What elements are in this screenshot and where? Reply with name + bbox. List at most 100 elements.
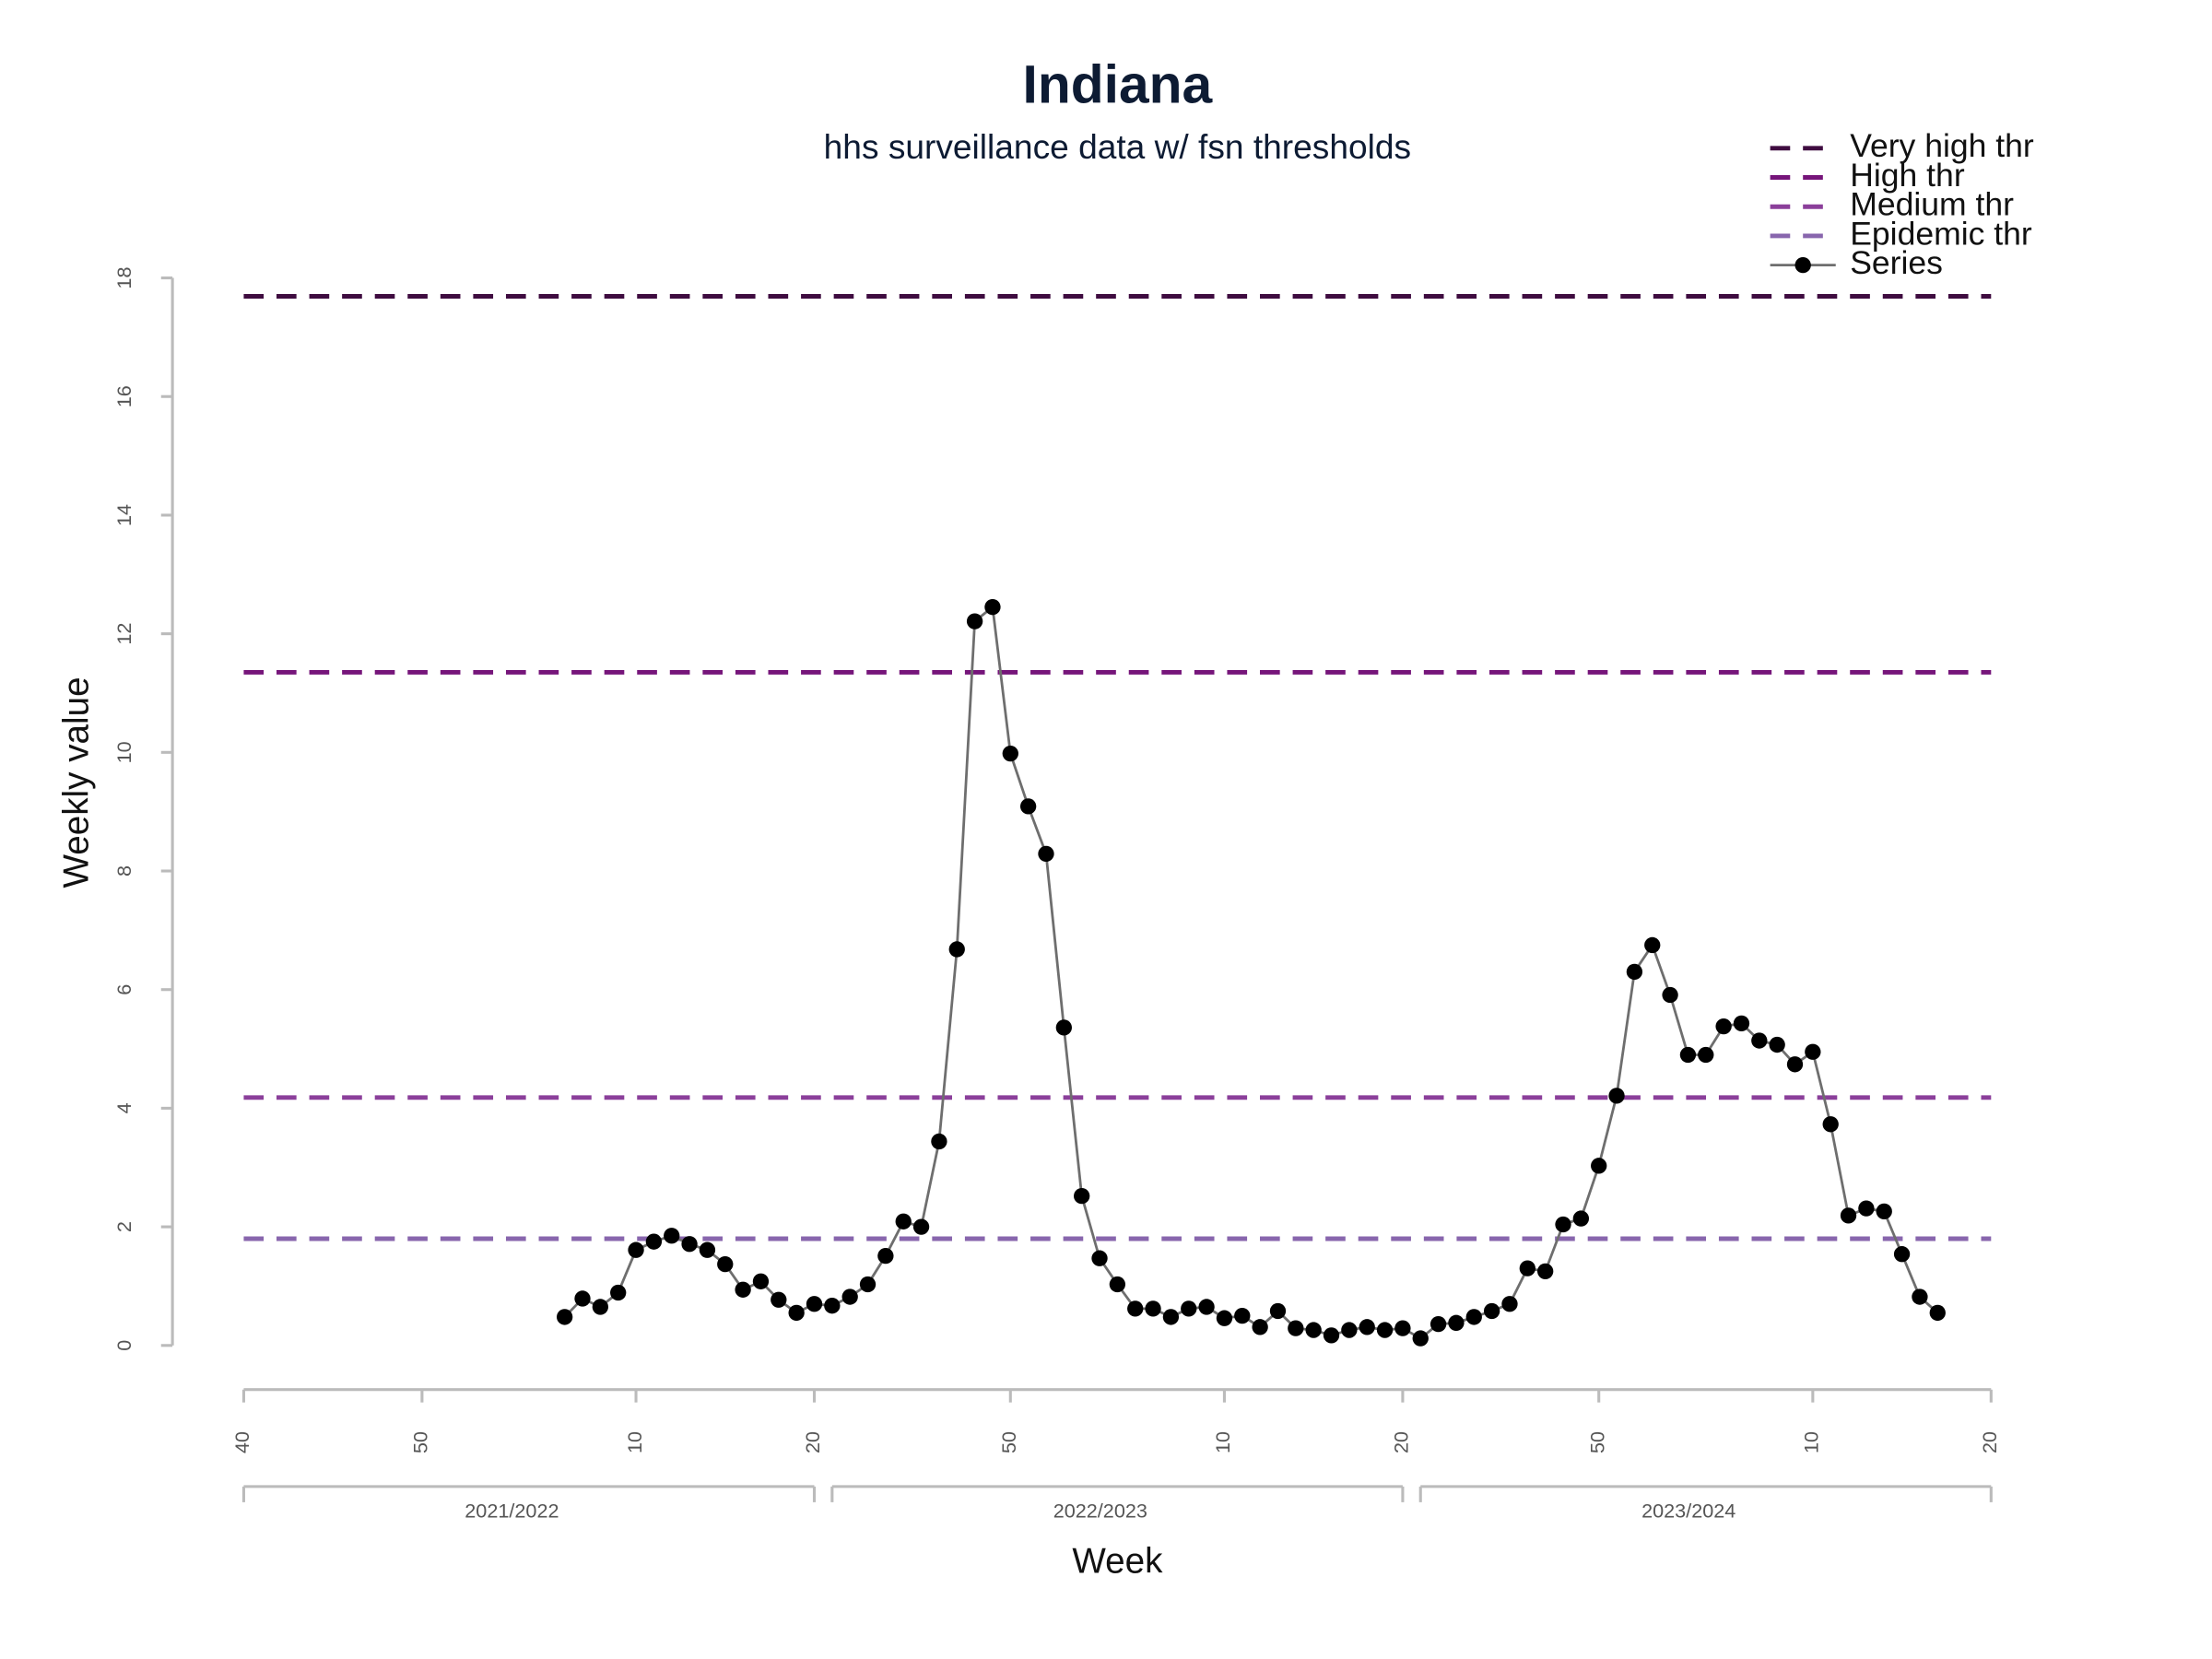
series-point: [841, 1288, 858, 1305]
series-point: [912, 1218, 930, 1235]
series-point: [664, 1228, 680, 1244]
legend-label: Medium thr: [1850, 186, 2014, 223]
series-point: [1038, 845, 1054, 863]
series-point: [771, 1291, 787, 1308]
series-point: [1501, 1296, 1518, 1312]
series-point: [806, 1296, 823, 1312]
series-point: [1341, 1322, 1358, 1338]
series-point: [877, 1247, 894, 1265]
series-point: [1430, 1315, 1447, 1333]
y-tick-label: 6: [112, 984, 135, 995]
series-point: [1912, 1288, 1928, 1305]
series-point: [1733, 1015, 1750, 1032]
y-tick-label: 2: [112, 1221, 135, 1232]
series-point: [1876, 1203, 1892, 1220]
series-point: [1198, 1299, 1215, 1315]
series-point: [1074, 1187, 1090, 1205]
series-point: [948, 941, 965, 958]
x-tick-label: 50: [997, 1431, 1020, 1453]
series-point: [1608, 1088, 1625, 1104]
x-tick-label: 20: [801, 1431, 824, 1453]
series-point: [1305, 1322, 1322, 1338]
series-point: [1822, 1116, 1839, 1133]
series-point: [1412, 1330, 1429, 1347]
series-point: [1786, 1056, 1804, 1073]
series-point: [752, 1273, 770, 1289]
series-point: [1840, 1207, 1857, 1224]
series-point: [1269, 1302, 1287, 1320]
series-point: [1181, 1300, 1197, 1317]
legend-label: Series: [1850, 244, 1943, 281]
series-point: [628, 1241, 644, 1258]
series-point: [1002, 745, 1018, 762]
series-point: [1019, 798, 1037, 815]
series-point: [1216, 1310, 1233, 1326]
series-point: [1359, 1319, 1375, 1335]
series-point: [1715, 1018, 1732, 1035]
series-point: [1465, 1309, 1482, 1325]
series-point: [1769, 1036, 1785, 1053]
series-point: [556, 1309, 573, 1325]
x-tick-label: 10: [1800, 1431, 1823, 1453]
series-point: [1751, 1032, 1768, 1049]
series-point: [1805, 1043, 1821, 1060]
series-point: [1394, 1320, 1411, 1336]
x-tick-label: 20: [1390, 1431, 1413, 1453]
y-axis-title: Weekly value: [56, 677, 96, 888]
series-point: [1448, 1314, 1465, 1332]
series-point: [1537, 1263, 1554, 1280]
x-axis-title: Week: [1072, 1542, 1163, 1582]
series-point: [681, 1236, 698, 1253]
series-point: [1323, 1327, 1340, 1344]
series-point: [1626, 963, 1643, 981]
y-tick-label: 16: [112, 385, 135, 407]
x-tick-label: 20: [1978, 1431, 2001, 1453]
series-point: [984, 599, 1001, 616]
series-point: [1644, 936, 1661, 954]
series-point: [592, 1299, 609, 1315]
y-tick-label: 8: [112, 865, 135, 877]
x-tick-label: 50: [409, 1431, 432, 1453]
series-point: [1858, 1200, 1875, 1217]
series-point: [735, 1281, 751, 1298]
legend-label: Epidemic thr: [1850, 215, 2032, 252]
x-tick-label: 10: [1211, 1431, 1234, 1453]
series-point: [1662, 986, 1678, 1004]
y-tick-label: 14: [112, 504, 135, 526]
series-point: [1572, 1210, 1590, 1227]
x-tick-label: 50: [1585, 1431, 1608, 1453]
series-point: [859, 1276, 877, 1293]
series-point: [1893, 1246, 1911, 1263]
series-point: [1519, 1260, 1535, 1277]
legend-label: High thr: [1850, 157, 1965, 194]
series-point: [1929, 1304, 1946, 1322]
series-point: [1483, 1302, 1500, 1320]
x-tick-label: 40: [230, 1431, 253, 1453]
series-point: [788, 1304, 805, 1322]
series-point: [1091, 1250, 1108, 1266]
series-point: [966, 613, 983, 629]
series-point: [574, 1290, 591, 1307]
series-point: [645, 1233, 663, 1250]
season-label: 2023/2024: [1641, 1499, 1735, 1522]
series-point: [1127, 1300, 1144, 1317]
legend-label: Very high thr: [1850, 127, 2034, 164]
series-point: [717, 1255, 734, 1273]
legend-marker: [1794, 256, 1811, 274]
series-point: [895, 1213, 912, 1230]
series-point: [1288, 1320, 1304, 1336]
series-point: [1555, 1216, 1571, 1233]
series-point: [824, 1298, 841, 1314]
series-point: [1252, 1319, 1268, 1335]
x-tick-label: 10: [623, 1431, 646, 1453]
season-label: 2021/2022: [465, 1499, 559, 1522]
series-point: [1234, 1307, 1251, 1324]
season-label: 2022/2023: [1053, 1499, 1147, 1522]
series-point: [1376, 1322, 1394, 1338]
series-point: [1145, 1300, 1161, 1317]
chart-title: Indiana: [1023, 54, 1214, 114]
series-point: [1055, 1019, 1072, 1036]
series-point: [1109, 1276, 1126, 1293]
